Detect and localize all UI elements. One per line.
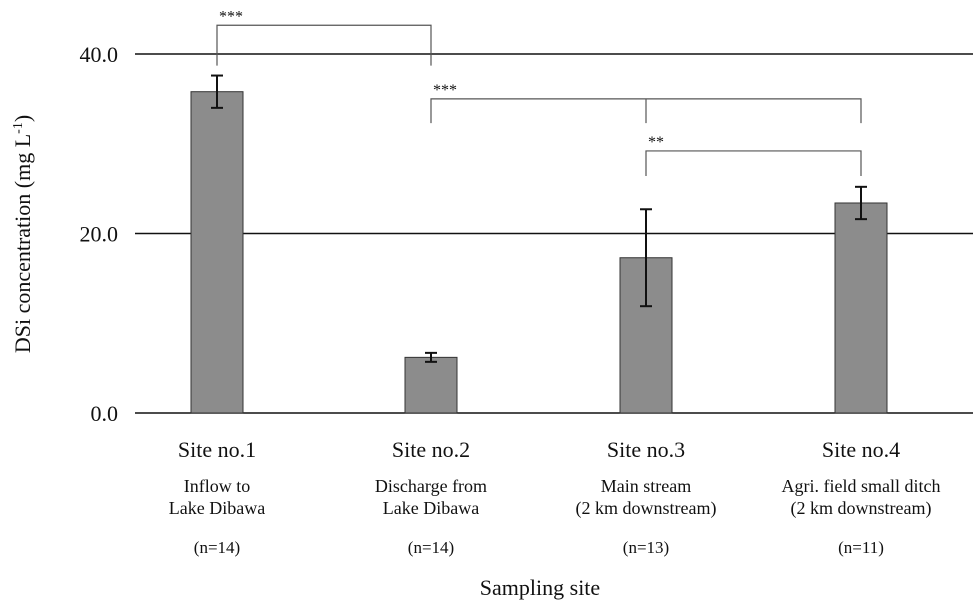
site-description-line-1: Main stream	[601, 476, 691, 496]
site-description-line-1: Inflow to	[184, 476, 251, 496]
bars	[190, 91, 888, 414]
significance-label: **	[648, 134, 664, 151]
y-axis-title-main: DSi concentration (mg L	[10, 134, 35, 353]
y-axis-title-superscript: -1	[11, 122, 26, 134]
y-tick-label-1: 20.0	[80, 222, 119, 247]
error-bar-site-3	[640, 208, 652, 308]
site-description-line-2: Lake Dibawa	[169, 498, 265, 518]
bar-site-2	[404, 356, 458, 414]
sample-size: (n=11)	[838, 538, 884, 557]
site-description-line-2: Lake Dibawa	[383, 498, 479, 518]
significance-bracket-1: ***	[216, 8, 432, 66]
error-bar-site-1	[211, 74, 223, 109]
site-description-line-2: (2 km downstream)	[791, 498, 932, 519]
site-name: Site no.4	[822, 437, 900, 462]
bar-site-1	[190, 91, 244, 414]
sample-size: (n=14)	[408, 538, 454, 557]
x-label-group-3: Site no.3 Main stream(2 km downstream) (n=…	[576, 437, 717, 557]
bracket-line	[645, 150, 862, 177]
y-tick-label-0: 0.0	[91, 401, 119, 426]
y-axis-title: DSi concentration (mg L-1)	[10, 115, 35, 353]
site-name: Site no.1	[178, 437, 256, 462]
site-description-line-2: (2 km downstream)	[576, 498, 717, 519]
significance-brackets: ********	[216, 8, 862, 177]
significance-bracket-3: **	[645, 134, 862, 177]
y-axis-ticks: 0.0 20.0 40.0	[80, 42, 119, 426]
significance-bracket-2: ***	[430, 82, 862, 124]
site-description-line-1: Discharge from	[375, 476, 487, 496]
site-description-line-1: Agri. field small ditch	[782, 476, 941, 496]
error-bars	[211, 74, 867, 363]
bracket-line	[216, 24, 432, 66]
bar-site-4	[834, 202, 888, 414]
site-name: Site no.2	[392, 437, 470, 462]
error-bar-site-2	[425, 351, 437, 363]
x-axis-title: Sampling site	[480, 575, 600, 600]
error-bar-site-4	[855, 185, 867, 221]
y-tick-label-2: 40.0	[80, 42, 119, 67]
significance-label: ***	[433, 82, 457, 99]
site-name: Site no.3	[607, 437, 685, 462]
x-label-group-4: Site no.4 Agri. field small ditch(2 km do…	[782, 437, 941, 557]
gridlines	[135, 53, 973, 414]
sample-size: (n=13)	[623, 538, 669, 557]
significance-label: ***	[219, 8, 243, 25]
sample-size: (n=14)	[194, 538, 240, 557]
y-axis-title-close: )	[10, 115, 35, 122]
